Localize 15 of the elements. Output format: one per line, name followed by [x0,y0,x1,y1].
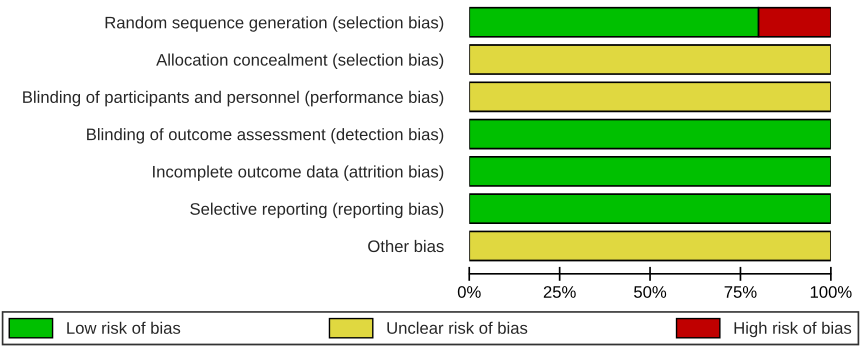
x-tick-label: 25% [544,286,576,298]
y-tick-label: Incomplete outcome data (attrition bias) [153,165,444,181]
x-tick-label: 50% [634,286,666,298]
y-tick-label: Allocation concealment (selection bias) [156,53,444,70]
y-tick-label: Blinding of participants and personnel (performance bias) [23,90,444,106]
x-tick-label: 75% [724,286,757,298]
y-tick-label: Random sequence generation (selection bias) [106,16,444,32]
legend-label: High risk of bias [734,322,852,338]
x-tick-label: 100% [810,286,852,298]
legend-label: Low risk of bias [67,322,180,334]
y-tick-label: Other bias [368,240,444,252]
x-tick-label: 0% [458,286,481,298]
y-tick-label: Selective reporting (reporting bias) [190,202,444,218]
y-tick-label: Blinding of outcome assessment (detection bias) [87,128,444,144]
legend-label: Unclear risk of bias [387,322,528,334]
